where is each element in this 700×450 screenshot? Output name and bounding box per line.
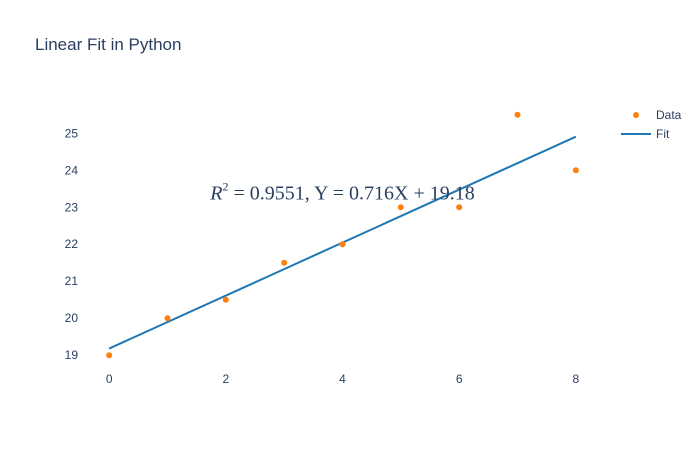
y-axis-ticks: 19 20 21 22 23 24 25 [65,126,79,362]
legend[interactable]: Data Fit [621,108,682,141]
x-axis-ticks: 0 2 4 6 8 [106,372,580,386]
x-tick-label: 4 [339,372,346,386]
y-tick-label: 20 [65,311,79,325]
y-tick-label: 19 [65,348,79,362]
legend-label: Data [656,108,682,122]
y-tick-label: 25 [65,126,79,140]
data-point [164,315,171,322]
legend-marker-swatch [633,112,639,118]
x-tick-label: 2 [222,372,229,386]
legend-label: Fit [656,127,670,141]
chart-title: Linear Fit in Python [35,35,181,54]
legend-item-fit[interactable]: Fit [621,127,670,141]
y-tick-label: 24 [65,163,79,177]
y-tick-label: 23 [65,200,79,214]
y-tick-label: 21 [65,274,79,288]
data-point [456,204,463,211]
data-points-layer [106,111,579,359]
x-tick-label: 8 [572,372,579,386]
data-point [281,259,288,266]
data-point [514,111,521,118]
data-point [339,241,346,248]
y-tick-label: 22 [65,237,79,251]
data-point [397,204,404,211]
fit-equation-annotation: R2 = 0.9551, Y = 0.716X + 19.18 [209,179,474,204]
x-tick-label: 0 [106,372,113,386]
legend-item-data[interactable]: Data [633,108,682,122]
data-point [572,167,579,174]
x-tick-label: 6 [456,372,463,386]
data-point [222,296,229,303]
data-point [106,352,113,359]
